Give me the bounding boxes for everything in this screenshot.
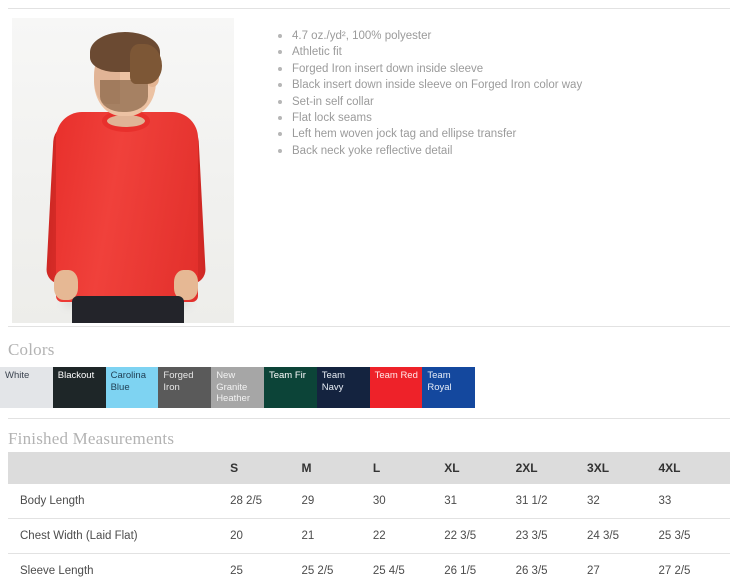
color-swatch[interactable]: Forged Iron	[158, 367, 211, 408]
feature-item: Athletic fit	[276, 44, 726, 60]
feature-item: Forged Iron insert down inside sleeve	[276, 61, 726, 77]
colors-section-divider	[8, 326, 730, 327]
measurements-col-header: 3XL	[587, 452, 658, 484]
measurement-cell: 20	[230, 519, 301, 554]
measurements-col-header: L	[373, 452, 444, 484]
model-beard	[100, 80, 148, 112]
colors-heading: Colors	[8, 340, 55, 360]
measurement-cell: 30	[373, 484, 444, 519]
color-swatch[interactable]: Team Fir	[264, 367, 317, 408]
measurements-col-header: S	[230, 452, 301, 484]
measurement-cell: 25	[230, 554, 301, 588]
color-swatch[interactable]: Blackout	[53, 367, 106, 408]
measurement-cell: 23 3/5	[516, 519, 587, 554]
measurement-cell: 24 3/5	[587, 519, 658, 554]
model-hair-highlight	[130, 44, 162, 84]
measurement-row-label: Body Length	[8, 484, 230, 519]
measurement-cell: 22	[373, 519, 444, 554]
measurements-section-divider	[8, 418, 730, 419]
measurement-cell: 27	[587, 554, 658, 588]
feature-item: Flat lock seams	[276, 110, 726, 126]
measurement-cell: 21	[301, 519, 372, 554]
measurements-col-header-blank	[8, 452, 230, 484]
measurement-row-label: Sleeve Length	[8, 554, 230, 588]
feature-item: Left hem woven jock tag and ellipse tran…	[276, 126, 726, 142]
feature-item: Black insert down inside sleeve on Forge…	[276, 77, 726, 93]
top-divider	[8, 8, 730, 9]
measurement-cell: 31	[444, 484, 515, 519]
model-left-hand	[54, 270, 78, 300]
measurement-cell: 27 2/5	[658, 554, 730, 588]
measurement-cell: 22 3/5	[444, 519, 515, 554]
measurements-col-header: 4XL	[658, 452, 730, 484]
feature-item: 4.7 oz./yd², 100% polyester	[276, 28, 726, 44]
feature-item: Set-in self collar	[276, 94, 726, 110]
measurement-cell: 31 1/2	[516, 484, 587, 519]
measurement-cell: 25 2/5	[301, 554, 372, 588]
feature-item: Back neck yoke reflective detail	[276, 143, 726, 159]
measurement-cell: 32	[587, 484, 658, 519]
measurements-col-header: XL	[444, 452, 515, 484]
measurement-cell: 25 3/5	[658, 519, 730, 554]
product-photo[interactable]	[12, 18, 234, 323]
color-swatch[interactable]: Team Navy	[317, 367, 370, 408]
measurements-col-header: 2XL	[516, 452, 587, 484]
measurements-heading: Finished Measurements	[8, 429, 174, 449]
model-pants	[72, 296, 184, 323]
color-swatch[interactable]: Team Royal	[422, 367, 475, 408]
measurement-cell: 28 2/5	[230, 484, 301, 519]
measurements-col-header: M	[301, 452, 372, 484]
measurement-cell: 26 1/5	[444, 554, 515, 588]
color-swatch[interactable]: New Granite Heather	[211, 367, 264, 408]
measurement-cell: 26 3/5	[516, 554, 587, 588]
color-swatch[interactable]: White	[0, 367, 53, 408]
measurement-cell: 25 4/5	[373, 554, 444, 588]
measurement-cell: 29	[301, 484, 372, 519]
color-swatch[interactable]: Carolina Blue	[106, 367, 159, 408]
measurement-cell: 33	[658, 484, 730, 519]
measurement-row-label: Chest Width (Laid Flat)	[8, 519, 230, 554]
color-swatch[interactable]: Team Red	[370, 367, 423, 408]
